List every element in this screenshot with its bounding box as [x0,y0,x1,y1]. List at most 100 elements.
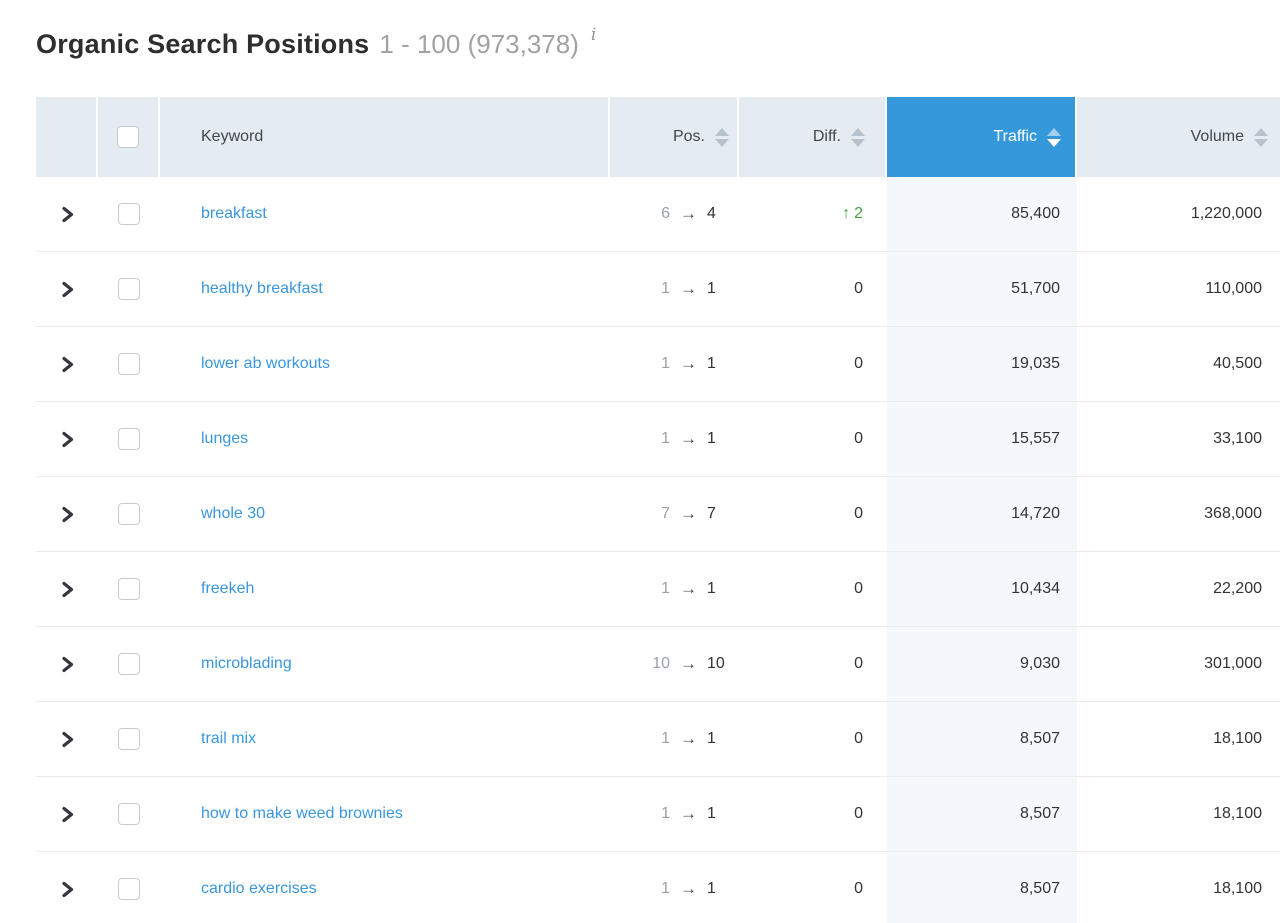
keyword-link[interactable]: microblading [201,655,292,672]
traffic-value: 9,030 [1019,655,1060,672]
position-change-arrow-icon: → [680,354,697,373]
expand-cell [36,252,98,326]
checkbox-cell [98,327,160,401]
table-body: breakfast 6 → 4 ↑ 2 85,400 1,220,000 [36,177,1280,923]
keyword-link[interactable]: lower ab workouts [201,355,330,372]
diff-value: ↑ 2 [842,205,863,222]
expand-cell [36,402,98,476]
position-change-arrow-icon: → [680,729,697,748]
diff-cell: 0 [739,702,887,776]
positions-table: Keyword Pos. Diff. Traffic Volume [36,97,1280,923]
row-checkbox[interactable] [118,803,140,825]
expand-chevron-icon[interactable] [60,581,75,598]
keyword-link[interactable]: healthy breakfast [201,280,323,297]
keyword-cell: trail mix [160,702,610,776]
expand-chevron-icon[interactable] [60,206,75,223]
keyword-link[interactable]: lunges [201,430,249,447]
traffic-cell: 14,720 [887,477,1077,551]
expand-chevron-icon[interactable] [60,431,75,448]
expand-chevron-icon[interactable] [60,731,75,748]
position-old-value: 1 [661,880,670,897]
position-new-value: 1 [707,805,716,822]
expand-chevron-icon[interactable] [60,506,75,523]
diff-value: 0 [854,355,863,372]
traffic-cell: 51,700 [887,252,1077,326]
volume-cell: 18,100 [1077,852,1280,923]
row-checkbox[interactable] [118,503,140,525]
volume-cell: 301,000 [1077,627,1280,701]
traffic-cell: 19,035 [887,327,1077,401]
expand-chevron-icon[interactable] [60,806,75,823]
position-new-value: 1 [707,280,716,297]
row-checkbox[interactable] [118,278,140,300]
info-icon[interactable]: i [590,25,597,45]
column-header-diff[interactable]: Diff. [739,97,887,177]
traffic-value: 8,507 [1019,880,1060,897]
keyword-cell: breakfast [160,177,610,251]
keyword-cell: lower ab workouts [160,327,610,401]
position-cell: 6 → 4 [610,177,739,251]
row-checkbox[interactable] [118,878,140,900]
select-all-checkbox[interactable] [117,126,139,148]
column-header-volume[interactable]: Volume [1077,97,1280,177]
table-row: whole 30 7 → 7 0 14,720 368,000 [36,477,1280,552]
position-old-value: 6 [661,205,670,222]
row-checkbox[interactable] [118,203,140,225]
diff-value: 0 [854,880,863,897]
expand-chevron-icon[interactable] [60,656,75,673]
table-row: lunges 1 → 1 0 15,557 33,100 [36,402,1280,477]
position-cell: 1 → 1 [610,777,739,851]
expand-chevron-icon[interactable] [60,881,75,898]
column-header-pos[interactable]: Pos. [610,97,739,177]
keyword-cell: cardio exercises [160,852,610,923]
volume-cell: 18,100 [1077,702,1280,776]
volume-value: 301,000 [1204,655,1262,672]
position-new-value: 1 [707,730,716,747]
position-change-arrow-icon: → [680,579,697,598]
table-row: cardio exercises 1 → 1 0 8,507 18,100 [36,852,1280,923]
table-row: lower ab workouts 1 → 1 0 19,035 40,500 [36,327,1280,402]
diff-cell: 0 [739,402,887,476]
table-row: how to make weed brownies 1 → 1 0 8,507 … [36,777,1280,852]
traffic-value: 8,507 [1019,730,1060,747]
table-header-row: Keyword Pos. Diff. Traffic Volume [36,97,1280,177]
position-cell: 1 → 1 [610,702,739,776]
keyword-link[interactable]: freekeh [201,580,255,597]
position-cell: 10 → 10 [610,627,739,701]
sort-arrows-icon-active [1047,127,1061,147]
expand-chevron-icon[interactable] [60,356,75,373]
position-old-value: 10 [652,655,670,672]
keyword-link[interactable]: whole 30 [201,505,266,522]
volume-value: 18,100 [1213,730,1262,747]
column-header-traffic[interactable]: Traffic [887,97,1077,177]
expand-chevron-icon[interactable] [60,281,75,298]
position-change-arrow-icon: → [680,279,697,298]
volume-cell: 1,220,000 [1077,177,1280,251]
page-header: Organic Search Positions 1 - 100 (973,37… [36,25,1244,63]
expand-cell [36,552,98,626]
table-row: trail mix 1 → 1 0 8,507 18,100 [36,702,1280,777]
table-row: breakfast 6 → 4 ↑ 2 85,400 1,220,000 [36,177,1280,252]
row-checkbox[interactable] [118,353,140,375]
diff-up-arrow-icon: ↑ [842,205,851,222]
keyword-link[interactable]: trail mix [201,730,257,747]
keyword-link[interactable]: breakfast [201,205,267,222]
traffic-value: 14,720 [1011,505,1060,522]
row-checkbox[interactable] [118,653,140,675]
expand-cell [36,627,98,701]
volume-cell: 40,500 [1077,327,1280,401]
column-header-volume-label: Volume [1190,128,1244,145]
row-checkbox[interactable] [118,428,140,450]
row-checkbox[interactable] [118,578,140,600]
diff-cell: 0 [739,252,887,326]
diff-cell: 0 [739,852,887,923]
keyword-link[interactable]: how to make weed brownies [201,805,403,822]
column-header-diff-label: Diff. [812,128,841,145]
position-cell: 1 → 1 [610,327,739,401]
row-checkbox[interactable] [118,728,140,750]
volume-cell: 33,100 [1077,402,1280,476]
checkbox-cell [98,402,160,476]
position-new-value: 1 [707,880,716,897]
keyword-link[interactable]: cardio exercises [201,880,317,897]
